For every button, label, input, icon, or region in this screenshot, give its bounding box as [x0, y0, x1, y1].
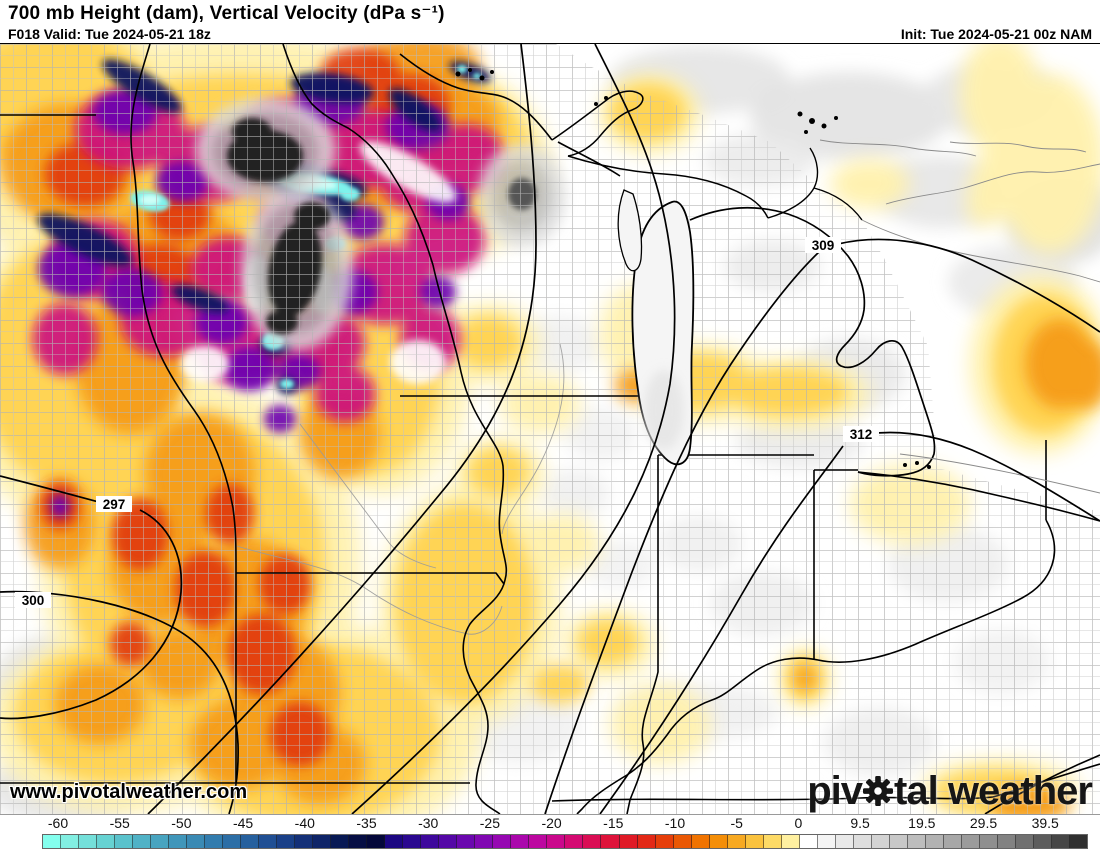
colorbar-tick-label: 39.5 [1031, 815, 1059, 831]
michigan-lower-peninsula [689, 206, 936, 477]
contour-306 [351, 44, 676, 814]
pivotal-weather-logo: piv tal weather [807, 769, 1093, 814]
colorbar-tick-label: -5 [730, 815, 743, 831]
canada-shorelines [819, 139, 1100, 494]
map-header: 700 mb Height (dam), Vertical Velocity (… [0, 0, 1100, 44]
contour-label-300: 300 [22, 593, 45, 608]
colorbar-tick-label: -35 [356, 815, 377, 831]
contour-label-297: 297 [103, 497, 126, 512]
colorbar-tick-label: -55 [109, 815, 130, 831]
contour-312 [599, 445, 844, 814]
colorbar-tick-label: -30 [418, 815, 439, 831]
colorbar-tick-label: -20 [541, 815, 562, 831]
colorbar-tick-label: -40 [294, 815, 315, 831]
colorbar-tick-label: 29.5 [969, 815, 998, 831]
colorbar-cells [42, 834, 1088, 849]
state-borders [0, 44, 1100, 814]
contour-label-312: 312 [850, 427, 873, 442]
colorbar-tick-label: -10 [664, 815, 686, 831]
map-canvas: 297 300 309 312 www.pivotalweather.com p… [0, 44, 1100, 815]
height-contours [0, 44, 1100, 814]
colorbar-tick-label: 0 [794, 815, 803, 831]
contour-label-309: 309 [812, 238, 835, 253]
logo-text-right: tal weather [894, 769, 1093, 813]
island-specks [455, 68, 838, 134]
colorbar-tick-label: -45 [232, 815, 254, 831]
logo-text-left: piv [807, 769, 863, 813]
colorbar-tick-label: 9.5 [850, 815, 870, 831]
colorbar-legend: -60 -55 -50 -45 -40 -35 -30 -25 -20 -15 -10 -5 0 9.5 1… [0, 815, 1100, 850]
rivers [236, 343, 565, 635]
colorbar-tick-label: 19.5 [908, 815, 936, 831]
contour-300 [0, 590, 239, 814]
gear-icon [863, 776, 894, 806]
weather-map-svg: 297 300 309 312 [0, 44, 1100, 814]
contour-309 [544, 250, 821, 814]
lake-erie-shore [857, 471, 1100, 522]
init-time-label: Init: Tue 2024-05-21 00z NAM [900, 26, 1092, 42]
colorbar-tick-label: -15 [603, 815, 624, 831]
contour-label-group: 297 300 309 312 [15, 237, 879, 608]
watermark-url: www.pivotalweather.com [10, 781, 248, 803]
lakes [399, 53, 1100, 522]
colorbar-tick-label: -50 [171, 815, 192, 831]
contour-303 [147, 44, 537, 814]
valid-time-label: F018 Valid: Tue 2024-05-21 18z [8, 26, 211, 42]
colorbar-tick-label: -60 [47, 815, 69, 831]
page-title: 700 mb Height (dam), Vertical Velocity (… [8, 3, 445, 24]
colorbar-tick-label: -25 [479, 815, 501, 831]
contour-315 [984, 754, 1100, 814]
green-bay [617, 189, 643, 272]
